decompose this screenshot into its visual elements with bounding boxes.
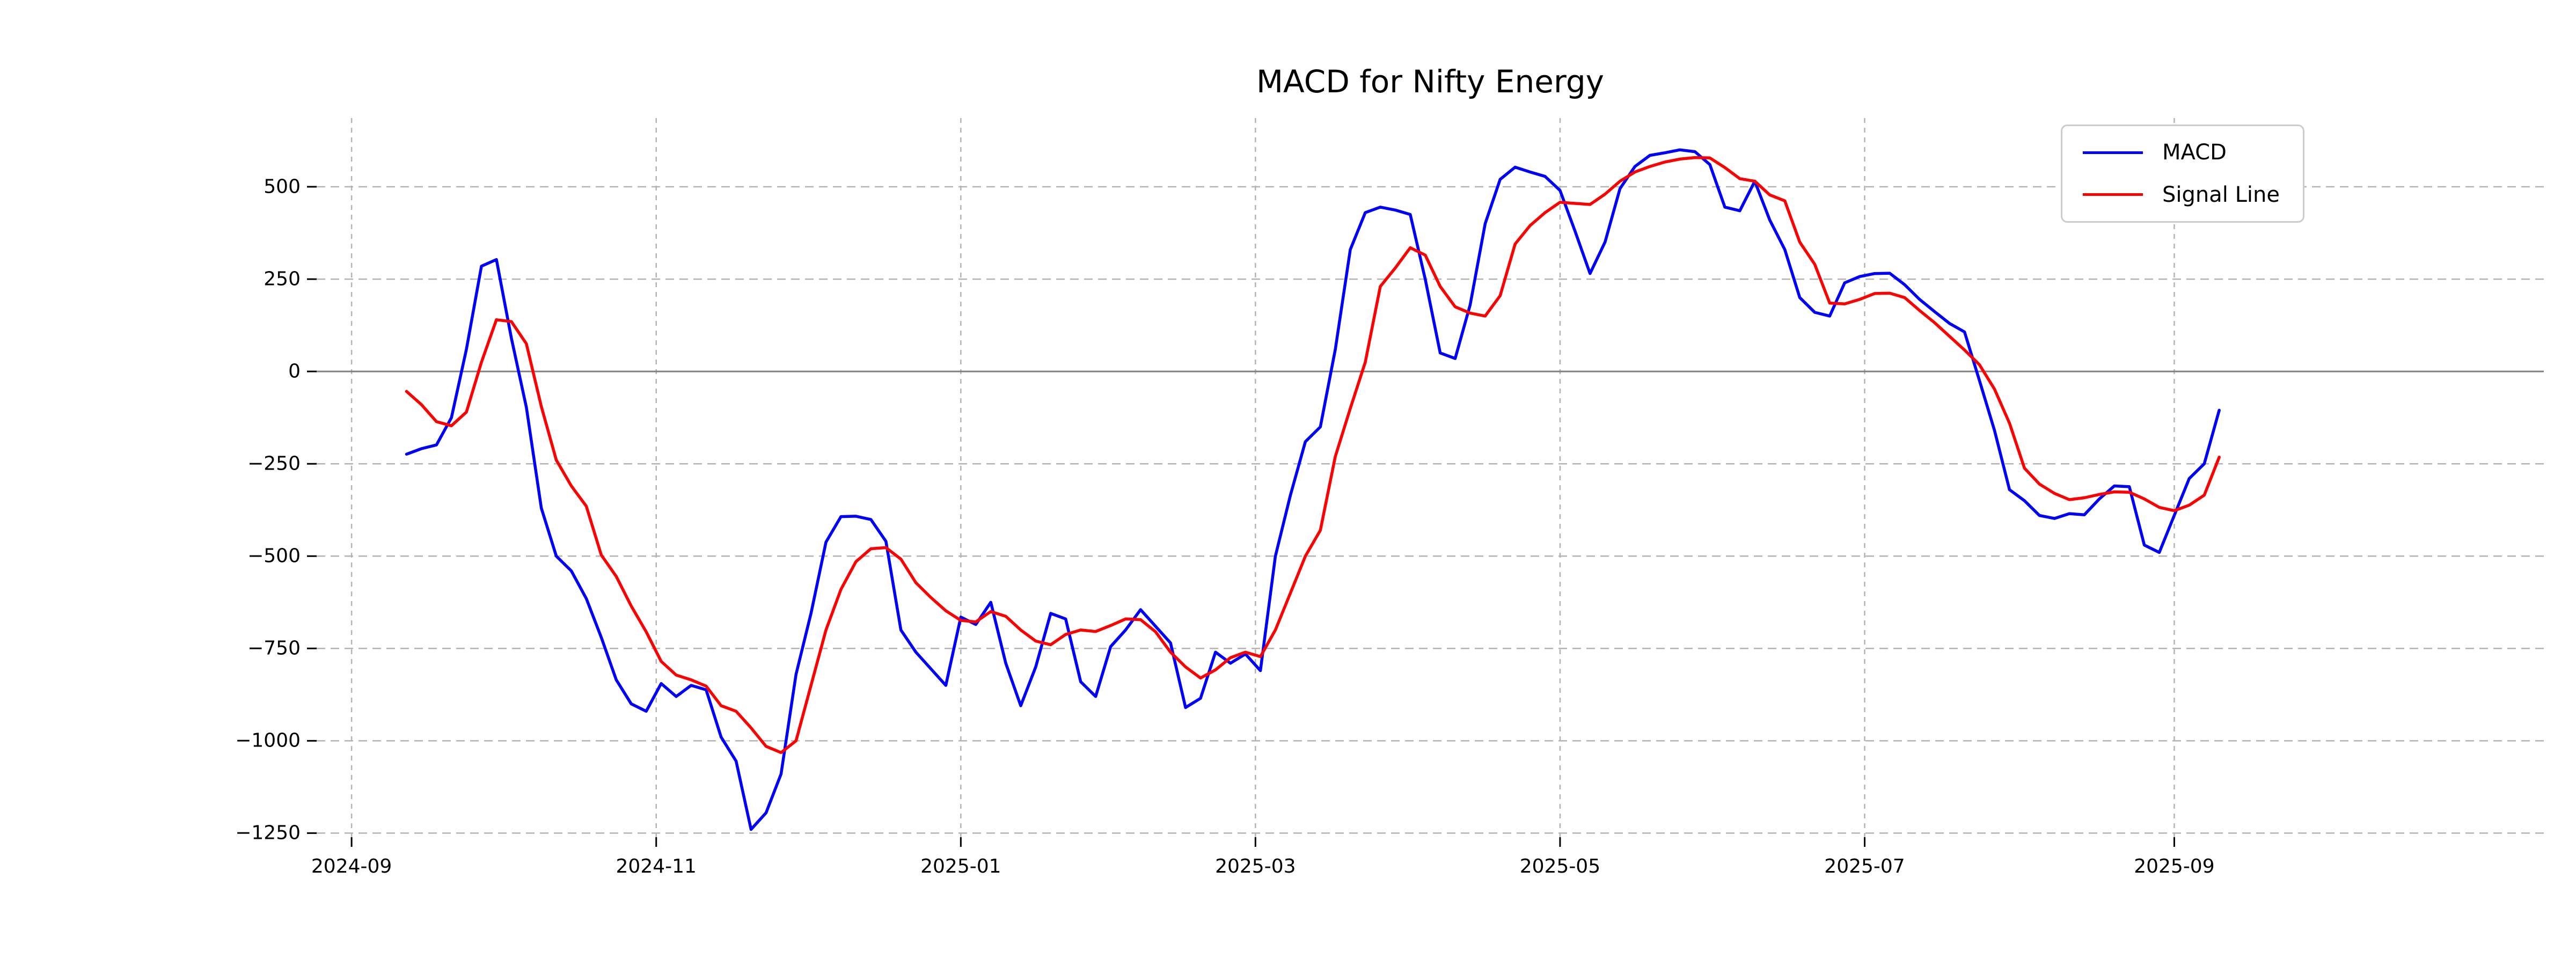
signal-line-swatch [2083, 193, 2143, 196]
legend-label-signal: Signal Line [2162, 182, 2280, 207]
x-tick-label: 2025-09 [2134, 855, 2215, 877]
legend: MACD Signal Line [2061, 125, 2304, 223]
legend-label-macd: MACD [2162, 140, 2227, 165]
y-tick-label: −1250 [235, 822, 301, 844]
chart-title: MACD for Nifty Energy [1256, 63, 1604, 100]
y-tick-label: −500 [247, 545, 301, 567]
x-tick-label: 2025-07 [1824, 855, 1905, 877]
y-tick-label: 0 [288, 360, 301, 383]
x-tick-label: 2024-09 [311, 855, 392, 877]
y-tick-label: −1000 [235, 729, 301, 752]
x-tick-label: 2024-11 [616, 855, 697, 877]
x-tick-label: 2025-03 [1215, 855, 1296, 877]
y-tick-label: −750 [247, 637, 301, 660]
macd-line-swatch [2083, 151, 2143, 154]
legend-row-macd: MACD [2062, 142, 2303, 163]
y-tick-label: −250 [247, 452, 301, 475]
signal-line [405, 156, 2221, 755]
macd-line [405, 148, 2221, 831]
legend-row-signal: Signal Line [2062, 184, 2303, 206]
x-tick-label: 2025-01 [920, 855, 1001, 877]
y-tick-label: 500 [264, 175, 301, 198]
x-tick-label: 2025-05 [1519, 855, 1601, 877]
y-tick-label: 250 [264, 268, 301, 290]
